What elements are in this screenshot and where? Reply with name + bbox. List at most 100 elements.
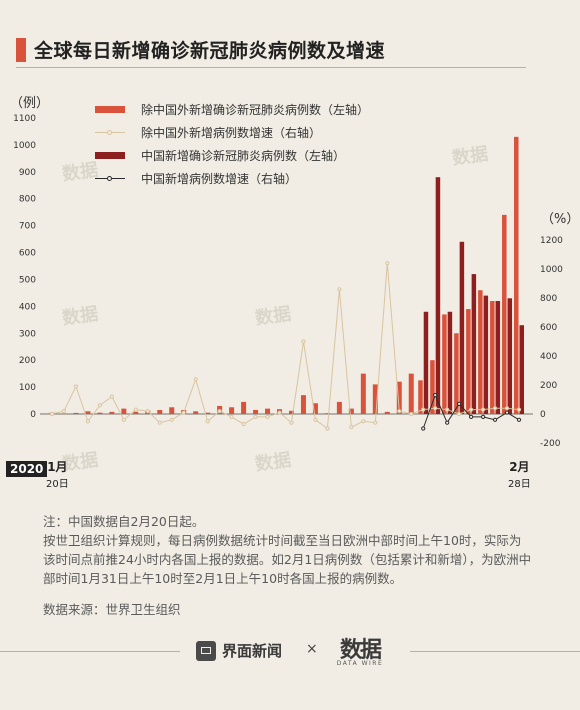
left-axis-tick-label: 600 bbox=[19, 249, 36, 259]
bar-overseas-cases bbox=[502, 214, 507, 414]
bar-overseas-cases bbox=[324, 413, 330, 414]
bar-overseas-cases bbox=[169, 407, 175, 414]
left-axis-unit: （例） bbox=[10, 96, 50, 111]
overseas-growth-point bbox=[49, 411, 55, 417]
overseas-growth-point bbox=[229, 414, 234, 419]
x-end-month: 2月 bbox=[509, 460, 530, 474]
bar-china-cases bbox=[435, 177, 441, 414]
chart-legend: 除中国外新增确诊新冠肺炎病例数（左轴） 除中国外新增病例数增速（右轴） 中国新增… bbox=[95, 98, 369, 190]
china-growth-point bbox=[457, 401, 462, 406]
datawire-logo-text: 数据 bbox=[339, 637, 382, 663]
left-axis-tick-label: 800 bbox=[19, 195, 36, 205]
overseas-growth-point bbox=[516, 407, 522, 412]
datawire-logo-sub: DATA WIRE bbox=[336, 660, 384, 667]
footnote: 注：中国数据自2月20日起。 按世卫组织计算规则，每日病例数据统计时间截至当日欧… bbox=[43, 512, 533, 588]
bar-overseas-cases bbox=[442, 314, 447, 414]
bar-china-cases bbox=[495, 300, 501, 414]
bar-overseas-cases bbox=[265, 408, 271, 414]
bar-overseas-cases bbox=[514, 136, 519, 414]
china-growth-point bbox=[469, 414, 474, 419]
overseas-growth-point bbox=[277, 410, 282, 415]
legend-swatch-darkred bbox=[95, 152, 125, 159]
legend-label: 中国新增病例数增速（右轴） bbox=[141, 172, 298, 186]
overseas-growth-point bbox=[337, 287, 342, 292]
bar-overseas-cases bbox=[408, 373, 414, 414]
overseas-growth-point bbox=[253, 414, 258, 419]
overseas-growth-point bbox=[85, 419, 91, 424]
left-axis-tick-label: 700 bbox=[19, 222, 36, 232]
overseas-growth-point bbox=[193, 377, 198, 382]
overseas-growth-point bbox=[421, 407, 426, 412]
bar-overseas-cases bbox=[490, 300, 495, 414]
left-axis-tick-label: 0 bbox=[30, 410, 36, 420]
legend-item-china-growth: 中国新增病例数增速（右轴） bbox=[95, 167, 369, 190]
overseas-growth-point bbox=[205, 419, 210, 424]
overseas-growth-point bbox=[169, 417, 174, 422]
overseas-growth-point bbox=[121, 417, 126, 422]
bar-overseas-cases bbox=[229, 407, 235, 414]
bar-overseas-cases bbox=[336, 401, 342, 414]
x-end-day: 28日 bbox=[508, 479, 531, 490]
bar-overseas-cases bbox=[348, 408, 354, 414]
overseas-growth-point bbox=[301, 339, 306, 344]
bar-overseas-cases bbox=[312, 403, 318, 414]
bar-overseas-cases bbox=[205, 412, 211, 414]
overseas-growth-point bbox=[445, 407, 450, 412]
bar-overseas-cases bbox=[241, 401, 247, 414]
left-axis-tick-label: 500 bbox=[19, 275, 36, 285]
bar-china-cases bbox=[459, 241, 465, 414]
overseas-growth-point bbox=[265, 414, 270, 419]
overseas-growth-point bbox=[373, 420, 378, 425]
china-growth-point bbox=[504, 410, 510, 415]
right-axis-unit: （%） bbox=[541, 212, 580, 227]
overseas-growth-point bbox=[73, 384, 79, 389]
overseas-growth-point bbox=[313, 417, 318, 422]
legend-swatch-orange bbox=[95, 106, 125, 113]
year-badge: 2020 bbox=[6, 461, 48, 477]
data-source: 数据来源：世界卫生组织 bbox=[43, 602, 181, 617]
bar-china-cases bbox=[447, 311, 453, 414]
left-axis-tick-label: 300 bbox=[19, 329, 36, 339]
bar-overseas-cases bbox=[109, 411, 115, 414]
overseas-growth-point bbox=[61, 409, 67, 414]
x-axis-end-label: 2月 28日 bbox=[508, 458, 531, 490]
bar-overseas-cases bbox=[430, 360, 435, 414]
overseas-growth-point bbox=[217, 409, 222, 414]
overseas-growth-point bbox=[109, 394, 114, 399]
bar-overseas-cases bbox=[372, 384, 378, 414]
bar-china-cases bbox=[471, 274, 477, 414]
bar-overseas-cases bbox=[478, 290, 483, 414]
right-axis-tick-label: -200 bbox=[540, 439, 561, 449]
left-axis-tick-label: 1000 bbox=[13, 141, 36, 151]
legend-swatch-dark-line bbox=[95, 176, 125, 181]
overseas-growth-point bbox=[289, 420, 294, 425]
left-axis-tick-label: 400 bbox=[19, 302, 36, 312]
bar-overseas-cases bbox=[300, 395, 306, 414]
note-line: 注：中国数据自2月20日起。 bbox=[43, 514, 205, 529]
chart-title: 全球每日新增确诊新冠肺炎病例数及增速 bbox=[34, 40, 386, 62]
china-growth-point bbox=[492, 417, 498, 422]
x-axis-start-label: 1月 20日 bbox=[46, 458, 69, 490]
bar-overseas-cases bbox=[396, 381, 402, 414]
overseas-growth-point bbox=[157, 420, 162, 425]
overseas-growth-point bbox=[385, 261, 390, 266]
legend-swatch-beige-line bbox=[95, 130, 125, 135]
china-growth-point bbox=[421, 426, 426, 431]
overseas-growth-point bbox=[504, 406, 510, 411]
bar-overseas-cases bbox=[360, 373, 366, 414]
bar-overseas-cases bbox=[288, 410, 294, 414]
footer-divider-left bbox=[0, 651, 180, 652]
bar-china-cases bbox=[519, 325, 525, 414]
overseas-growth-point bbox=[349, 424, 354, 430]
note-line: 按世卫组织计算规则，每日病例数据统计时间截至当日欧洲中部时间上午10时，实际为该… bbox=[43, 533, 532, 586]
overseas-growth-point bbox=[97, 403, 102, 408]
bar-overseas-cases bbox=[454, 333, 459, 414]
right-axis-tick-label: 200 bbox=[540, 381, 557, 391]
overseas-growth-point bbox=[241, 422, 246, 427]
title-divider bbox=[16, 67, 526, 68]
right-axis-tick-label: 800 bbox=[540, 294, 557, 304]
right-axis-tick-label: 1000 bbox=[540, 265, 563, 275]
bar-china-cases bbox=[507, 298, 513, 414]
right-axis-tick-label: 1200 bbox=[540, 236, 563, 246]
overseas-growth-point bbox=[145, 409, 150, 414]
